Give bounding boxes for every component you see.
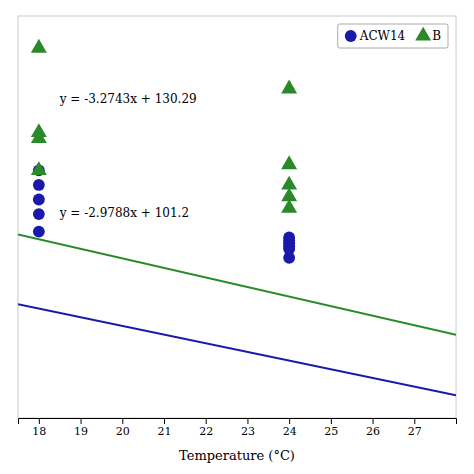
point — [283, 252, 295, 264]
x-tick: 26 — [366, 418, 380, 438]
legend-label: ACW14 — [359, 29, 406, 43]
x-tick: 25 — [324, 418, 338, 438]
annotation: y = -3.2743x + 130.29 — [59, 92, 197, 106]
legend-box — [338, 24, 448, 48]
trend-line — [18, 304, 456, 395]
x-tick-label: 24 — [283, 425, 297, 438]
x-tick-mark — [289, 418, 290, 424]
x-tick-label: 21 — [158, 425, 172, 438]
x-tick-label: 27 — [408, 425, 422, 438]
x-tick-mark — [414, 418, 415, 424]
x-tick: 19 — [74, 418, 88, 438]
x-tick-mark — [247, 418, 248, 424]
x-axis: 18 19 20 21 22 23 24 25 26 27 — [19, 418, 457, 438]
x-tick: 24 — [283, 418, 297, 438]
x-axis-title: Temperature (°C) — [179, 448, 295, 463]
trend-line — [18, 235, 456, 335]
x-tick-mark — [373, 418, 374, 424]
x-tick-mark — [164, 418, 165, 424]
x-tick-label: 20 — [116, 425, 130, 438]
x-tick: 22 — [199, 418, 213, 438]
x-tick: 23 — [241, 418, 255, 438]
x-tick-mark — [331, 418, 332, 424]
x-tick-label: 22 — [199, 425, 213, 438]
x-tick-label: 19 — [74, 425, 88, 438]
plot-frame — [18, 16, 456, 418]
x-tick-mark — [122, 418, 123, 424]
point — [33, 226, 45, 238]
x-tick-label: 25 — [324, 425, 338, 438]
point — [31, 39, 47, 53]
x-tick: 27 — [408, 418, 422, 438]
point — [281, 80, 297, 94]
point — [33, 179, 45, 191]
x-tick-mark — [39, 418, 40, 424]
legend-symbol — [345, 30, 357, 42]
point — [33, 194, 45, 206]
x-axis-line — [19, 419, 457, 425]
annotation: y = -2.9788x + 101.2 — [59, 206, 189, 220]
point — [31, 129, 47, 143]
point — [33, 208, 45, 220]
legend: ACW14 B — [338, 24, 448, 48]
x-tick-mark — [81, 418, 82, 424]
x-tick: 21 — [158, 418, 172, 438]
plot-marks — [18, 39, 456, 395]
point — [281, 155, 297, 169]
legend-symbol — [415, 27, 431, 41]
x-tick-label: 23 — [241, 425, 255, 438]
point — [31, 161, 47, 175]
x-tick-mark — [206, 418, 207, 424]
x-tick-label: 18 — [32, 425, 46, 438]
x-tick-label: 26 — [366, 425, 380, 438]
x-tick: 20 — [116, 418, 130, 438]
x-tick: 18 — [32, 418, 46, 438]
chart: 18 19 20 21 22 23 24 25 26 27 Temperature (°C) y = … — [0, 0, 474, 474]
point — [281, 199, 297, 213]
legend-label: B — [432, 29, 441, 43]
